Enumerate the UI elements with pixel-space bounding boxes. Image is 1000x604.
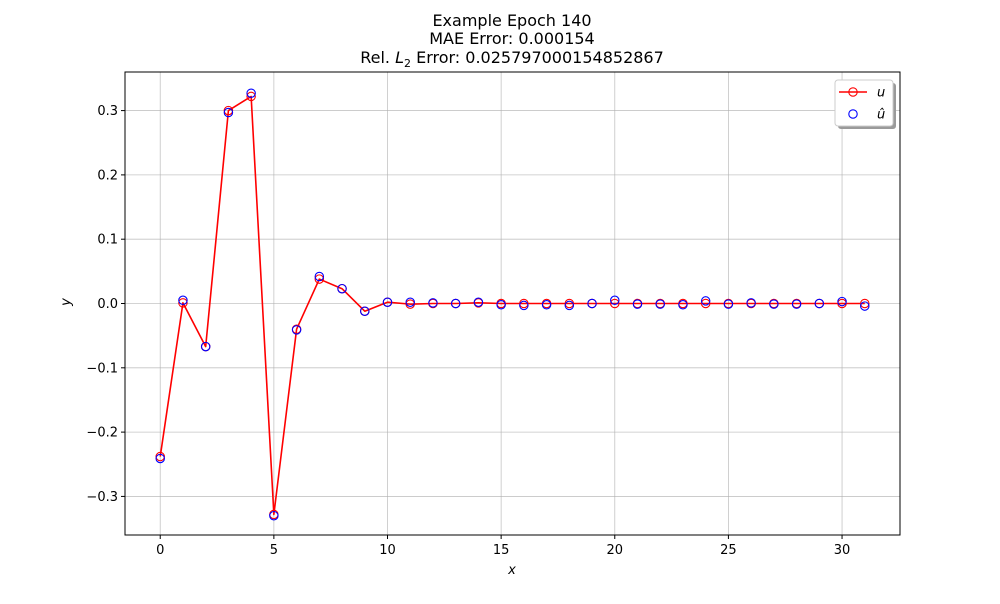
x-axis-label: x xyxy=(507,563,516,578)
title-line-epoch: Example Epoch 140 xyxy=(432,11,591,30)
series-u-marker-24 xyxy=(700,298,711,309)
series-u-hat-point-15 xyxy=(496,300,506,310)
title-l2-suffix: Error: 0.025797000154852867 xyxy=(411,48,664,67)
title-l2-symbol: L xyxy=(395,48,404,67)
series-u-hat-point-7 xyxy=(314,271,325,282)
title-l2-sub: 2 xyxy=(404,57,411,70)
series-u-hat-point-16 xyxy=(519,300,529,311)
plot-series xyxy=(155,88,870,521)
series-u-hat-point-10 xyxy=(382,297,393,307)
series-u-hat-point-22 xyxy=(655,299,665,309)
axes: 0 5 10 15 20 25 30 −0.3 −0.2 −0.1 0.0 0.1 0.2 0.3 xyxy=(86,71,901,558)
series-u-marker-31 xyxy=(860,298,870,309)
series-u-hat-point-20 xyxy=(610,295,620,306)
y-tick-label-2: −0.1 xyxy=(86,361,118,376)
y-tick-label-4: 0.1 xyxy=(97,233,118,248)
series-u-hat-point-5 xyxy=(269,510,279,521)
x-tick-label-3: 15 xyxy=(493,543,510,558)
series-u-hat-point-2 xyxy=(200,341,211,352)
series-u-marker-20 xyxy=(610,298,620,309)
series-u-hat-point-8 xyxy=(337,283,347,294)
series-u-hat-point-29 xyxy=(814,298,825,309)
legend-u-hat-marker xyxy=(848,109,858,119)
series-u-hat-point-17 xyxy=(541,300,552,310)
x-tick-label-2: 10 xyxy=(379,543,396,558)
x-tick-label-1: 5 xyxy=(270,543,278,558)
series-u-hat-point-4 xyxy=(246,88,256,98)
series-u-hat-point-12 xyxy=(428,298,438,308)
series-u-hat-point-18 xyxy=(564,300,575,311)
x-tick-label-5: 25 xyxy=(720,543,737,558)
series-u-hat-point-27 xyxy=(769,299,779,309)
y-tick-label-0: −0.3 xyxy=(86,490,118,505)
y-tick-label-6: 0.3 xyxy=(97,104,118,119)
series-u-marker-7 xyxy=(314,274,325,284)
legend-u-hat-label: û xyxy=(877,108,885,123)
x-tick-label-4: 20 xyxy=(606,543,623,558)
series-u-hat-point-9 xyxy=(360,306,370,316)
x-tick-label-6: 30 xyxy=(834,543,851,558)
series-u-marker-1 xyxy=(178,298,188,308)
series-u-hat-point-30 xyxy=(837,296,847,307)
series-u-marker-4 xyxy=(246,91,256,102)
title-l2-prefix: Rel. xyxy=(360,48,395,67)
series-u-hat-point-1 xyxy=(178,295,188,306)
y-tick-label-1: −0.2 xyxy=(86,426,118,441)
series-u-hat-point-26 xyxy=(746,298,756,308)
series-u-hat-point-6 xyxy=(291,325,302,335)
chart-title: Example Epoch 140 MAE Error: 0.000154 Re… xyxy=(360,11,664,70)
legend-u-label: u xyxy=(877,86,885,101)
series-u-hat-point-13 xyxy=(450,298,461,309)
series-u-hat-point-28 xyxy=(791,299,802,309)
series-u-hat-point-11 xyxy=(405,297,415,307)
series-u-hat-point-3 xyxy=(223,107,234,118)
title-line-l2: Rel. L2 Error: 0.025797000154852867 xyxy=(360,48,664,70)
series-u-line xyxy=(159,95,865,516)
series-u-hat-point-23 xyxy=(678,300,688,310)
x-tick-label-0: 0 xyxy=(156,543,164,558)
y-tick-label-5: 0.2 xyxy=(97,168,118,183)
y-axis-label: y xyxy=(59,298,74,307)
legend-u-marker xyxy=(848,87,858,97)
series-u-hat-point-21 xyxy=(632,299,643,309)
series-u-hat-point-25 xyxy=(723,299,734,309)
series-u-hat-point-14 xyxy=(473,297,484,307)
series-u-hat-point-31 xyxy=(860,301,870,311)
y-tick-label-3: 0.0 xyxy=(97,297,118,312)
series-u-hat-point-19 xyxy=(587,298,597,309)
series-u-hat-point-0 xyxy=(155,453,165,464)
title-line-mae: MAE Error: 0.000154 xyxy=(429,29,594,48)
series-u-hat-point-24 xyxy=(700,296,711,306)
legend: uû xyxy=(834,79,896,129)
